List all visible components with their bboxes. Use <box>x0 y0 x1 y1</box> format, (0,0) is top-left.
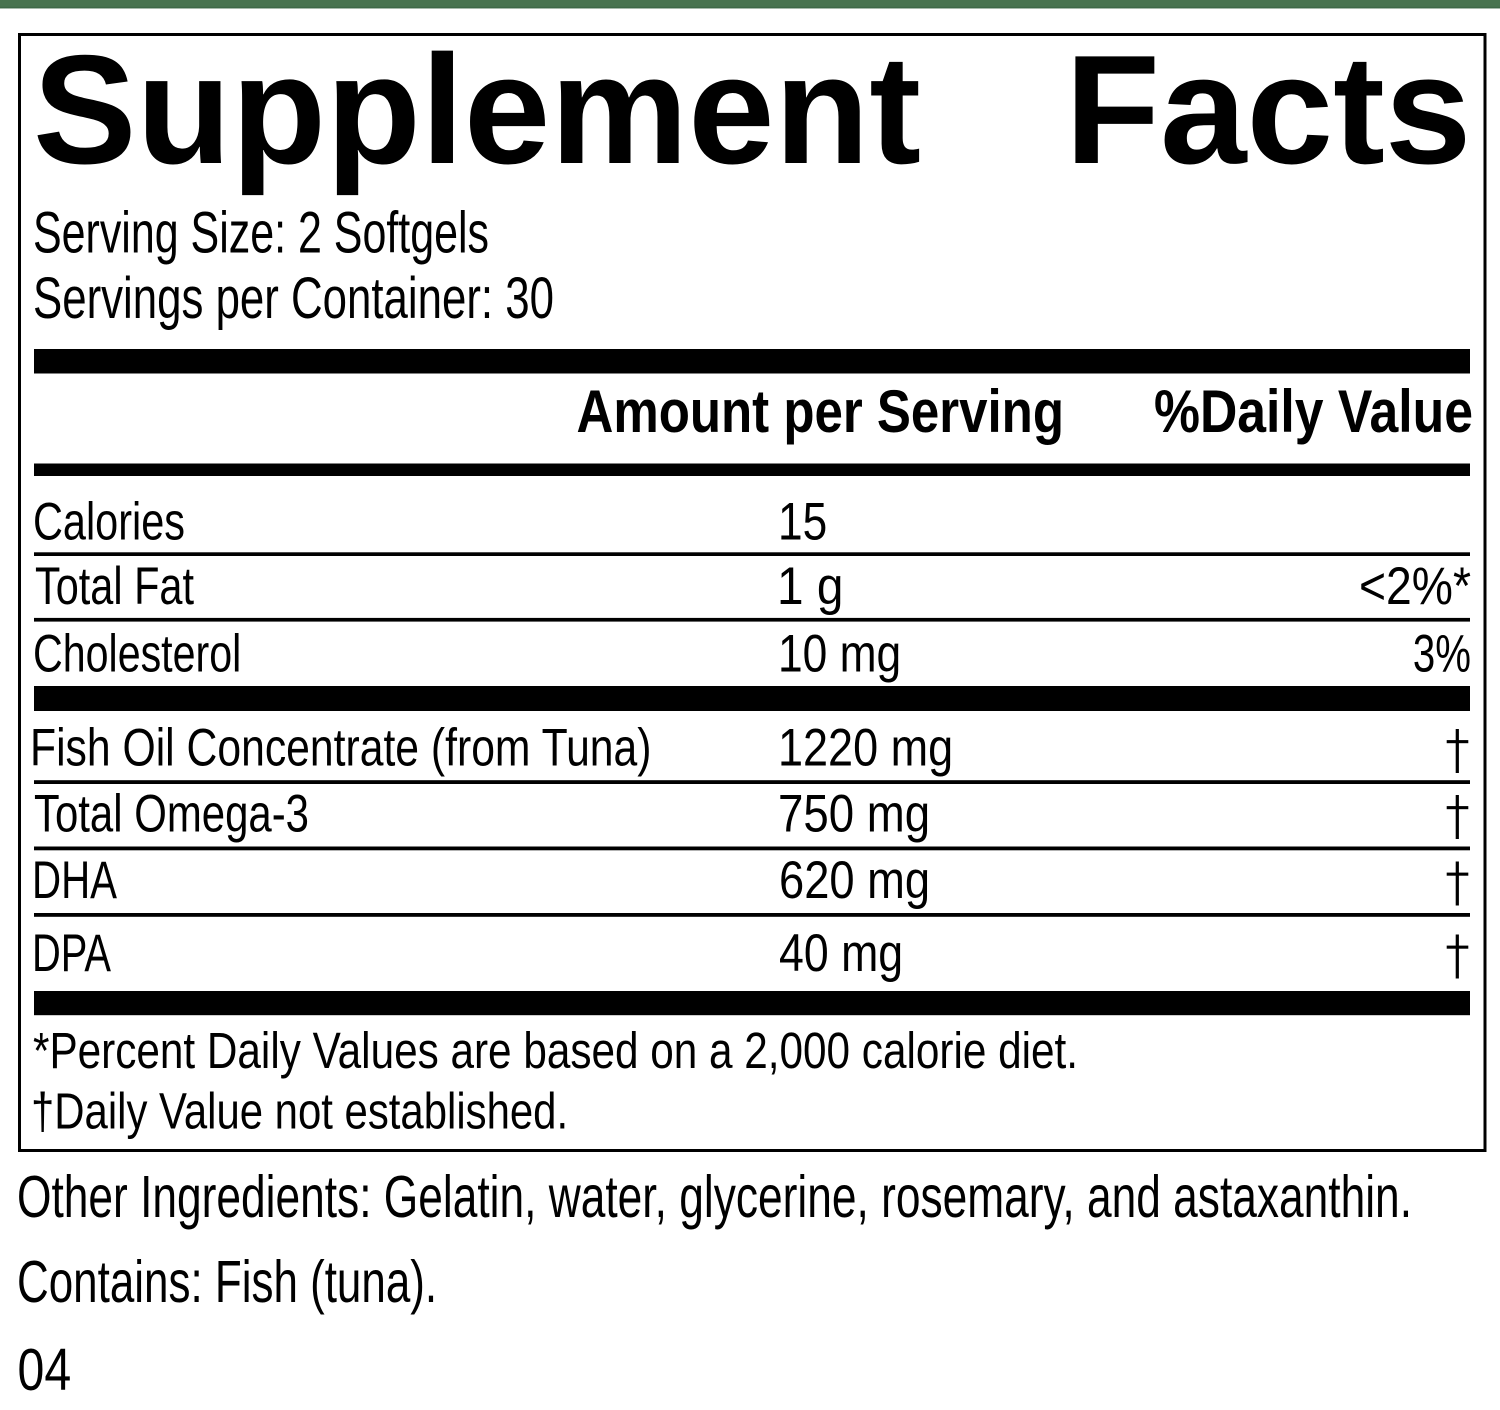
svg-text:40 mg: 40 mg <box>779 924 903 983</box>
svg-text:04: 04 <box>18 1337 72 1403</box>
svg-text:*Percent Daily Values are base: *Percent Daily Values are based on a 2,0… <box>33 1022 1078 1079</box>
svg-text:15: 15 <box>778 493 827 552</box>
svg-text:Servings per Container: 30: Servings per Container: 30 <box>33 266 554 331</box>
svg-text:750 mg: 750 mg <box>778 785 930 844</box>
svg-text:%Daily Value: %Daily Value <box>1154 378 1473 445</box>
svg-text:<2%*: <2%* <box>1359 557 1471 616</box>
svg-text:3%: 3% <box>1413 625 1471 684</box>
svg-text:DPA: DPA <box>32 924 111 983</box>
svg-text:Cholesterol: Cholesterol <box>33 625 241 684</box>
svg-text:620 mg: 620 mg <box>779 851 930 910</box>
svg-text:DHA: DHA <box>32 851 117 910</box>
svg-text:10 mg: 10 mg <box>778 625 901 684</box>
svg-text:Fish Oil Concentrate (from Tun: Fish Oil Concentrate (from Tuna) <box>30 719 652 778</box>
svg-text:Facts: Facts <box>1065 23 1471 196</box>
svg-text:Calories: Calories <box>33 493 185 552</box>
svg-text:Other Ingredients: Gelatin, wa: Other Ingredients: Gelatin, water, glyce… <box>17 1164 1412 1230</box>
svg-text:Contains: Fish (tuna).: Contains: Fish (tuna). <box>17 1249 437 1315</box>
svg-text:Total Omega-3: Total Omega-3 <box>34 785 309 844</box>
svg-text:Serving Size: 2 Softgels: Serving Size: 2 Softgels <box>33 201 489 266</box>
svg-text:†Daily Value not established.: †Daily Value not established. <box>31 1083 568 1140</box>
svg-text:Supplement: Supplement <box>33 23 921 196</box>
svg-text:Total Fat: Total Fat <box>35 557 194 616</box>
svg-text:Amount per Serving: Amount per Serving <box>577 378 1065 445</box>
svg-text:1220 mg: 1220 mg <box>778 719 953 778</box>
svg-text:1 g: 1 g <box>777 557 843 616</box>
